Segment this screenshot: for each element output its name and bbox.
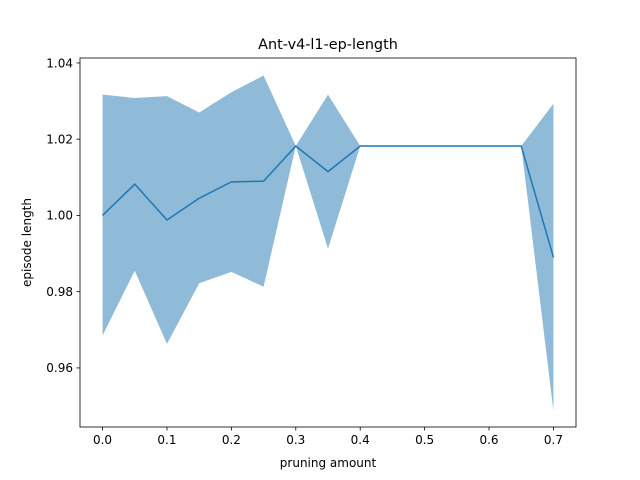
y-tick-label: 1.02: [46, 132, 73, 146]
x-tick-label: 0.6: [479, 433, 498, 447]
x-tick-label: 0.4: [351, 433, 370, 447]
x-tick-label: 0.0: [93, 433, 112, 447]
confidence-band: [102, 75, 554, 411]
x-axis: 0.0 0.1 0.2 0.3 0.4 0.5 0.6 0.7: [93, 427, 563, 447]
x-tick-label: 0.2: [222, 433, 241, 447]
axes-frame: [79, 57, 577, 428]
y-tick-label: 0.96: [46, 361, 73, 375]
y-tick-label: 1.00: [46, 209, 73, 223]
plot-area: [102, 75, 555, 411]
y-axis-label: episode length: [20, 198, 34, 287]
y-axis: 0.96 0.98 1.00 1.02 1.04: [46, 56, 80, 375]
x-tick-label: 0.3: [286, 433, 305, 447]
y-tick-label: 0.98: [46, 285, 73, 299]
y-tick-label: 1.04: [46, 56, 73, 70]
x-tick-label: 0.5: [415, 433, 434, 447]
chart-title: Ant-v4-l1-ep-length: [258, 37, 398, 53]
x-tick-label: 0.7: [544, 433, 563, 447]
mean-line: [102, 145, 555, 258]
x-axis-label: pruning amount: [280, 456, 377, 470]
x-tick-label: 0.1: [157, 433, 176, 447]
